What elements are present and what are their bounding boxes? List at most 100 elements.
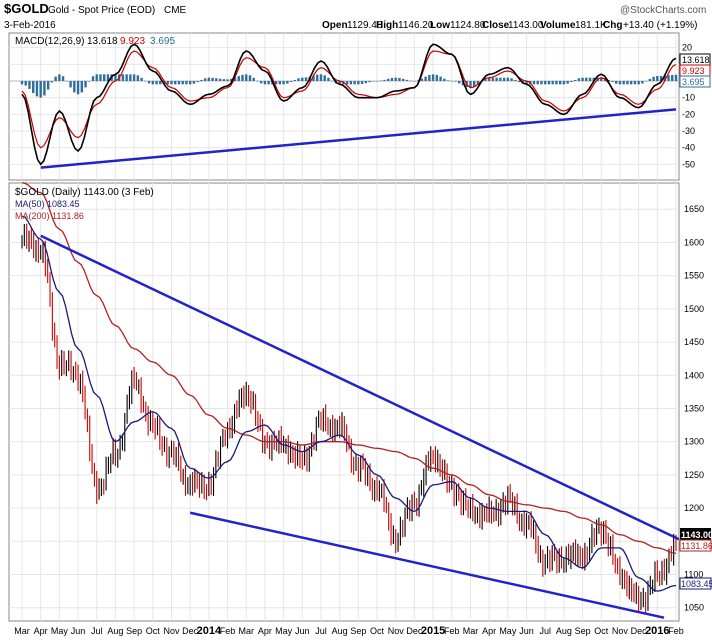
histogram-bar [544,81,547,85]
histogram-bar [73,81,76,93]
ma50-badge: 1083.45 [681,579,712,589]
macd-badges: 13.618 9.923 3.695 [679,53,711,88]
histogram-bar [398,77,401,81]
open-label: Open [322,20,348,31]
histogram-bar [140,77,143,81]
histogram-bar [267,81,270,85]
histogram-bar [304,77,308,81]
histogram-bar [607,79,610,81]
x-tick-label: Mar [238,626,254,636]
histogram-bar [629,81,633,85]
histogram-bar [289,81,293,83]
histogram-bar [278,81,282,85]
histogram-bar [517,81,521,83]
macd-y-tick: -40 [682,143,695,153]
price-legend-title: $GOLD (Daily) 1143.00 (3 Feb) [15,187,154,198]
histogram-bar [573,79,577,81]
x-tick-label: Jun [295,626,310,636]
histogram-bar [540,81,543,85]
histogram-bar [95,74,98,81]
histogram-bar [151,81,154,85]
signal-line [21,50,677,149]
upper-trendline [40,234,680,541]
x-tick-label: Jul [91,626,103,636]
histogram-bar [360,81,364,85]
close-value: 1143.00 [508,20,544,31]
x-tick-label: Aug [556,626,572,636]
x-tick-label: Jul [539,626,551,636]
histogram-bar [431,74,435,81]
histogram-bar [648,78,652,81]
histogram-bar [349,81,353,85]
price-y-tick: 1050 [684,603,704,613]
price-y-tick: 1350 [684,403,704,413]
histogram-bar [233,77,237,81]
histogram-bar [345,81,349,85]
histogram-bar [222,79,226,81]
histogram-bar [24,81,27,86]
x-tick-label: May [51,626,69,636]
x-tick-label: Oct [370,626,385,636]
signal-badge: 9.923 [682,66,705,76]
histogram-bar [502,77,506,81]
histogram-bar [428,74,431,81]
histogram-bar [409,80,412,82]
histogram-bar [510,78,513,81]
histogram-bar [200,79,203,81]
symbol-title: $GOLD [4,1,49,16]
histogram-bar [547,81,551,85]
histogram-bar [46,81,50,90]
histogram-bar [379,80,382,82]
histogram-bar [91,76,95,81]
price-y-tick: 1400 [684,370,704,380]
low-value: 1124.80 [450,20,486,31]
histogram-bar [114,74,117,81]
histogram-bar [663,75,666,81]
histogram-bar [58,74,61,81]
histogram-bar [626,81,629,85]
close-badge: 1143.00 [681,530,712,540]
lower-trendline [189,511,665,619]
histogram-bar [203,78,207,81]
macd-panel [8,32,680,181]
x-tick-label: Jul [315,626,327,636]
histogram-bar [577,78,581,81]
macd-legend: MACD(12,26,9) 13.618 9.923 3.695 [15,36,175,47]
x-tick-label: Dec [406,626,423,636]
histogram-bar [420,78,424,81]
histogram-bar [667,75,670,81]
histogram-bar [659,75,663,81]
histogram-bar [132,74,136,81]
histogram-bar [147,81,151,84]
histogram-bar [263,81,267,85]
macd-y-tick: -30 [682,126,695,136]
histogram-bar [39,81,42,98]
price-y-tick: 1300 [684,437,704,447]
price-y-tick: 1600 [684,237,704,247]
x-tick-label: 2014 [197,625,222,637]
histogram-bar [166,81,169,85]
macd-legend-value: 13.618 [87,36,118,47]
histogram-bar [570,81,573,83]
histogram-bar [20,81,24,85]
low-label: Low [430,20,450,31]
histogram-bar [241,74,244,81]
histogram-bar [394,77,397,81]
hist-legend-value: 3.695 [150,36,175,47]
histogram-bar [588,77,592,81]
macd-badge: 13.618 [682,55,710,65]
x-tick-label: Nov [388,626,405,636]
histogram-bar [357,81,360,85]
x-tick-label: 2016 [645,625,669,637]
histogram-bar [43,81,46,96]
histogram-bar [319,74,323,81]
histogram-bar [581,77,584,81]
price-y-tick: 1550 [684,271,704,281]
histogram-bar [50,81,54,83]
histogram-bar [401,78,405,81]
ma200-line [21,182,677,554]
histogram-bar [476,81,480,85]
histogram-bar [633,81,637,85]
histogram-bar [136,75,140,81]
price-y-tick: 1100 [684,570,703,580]
